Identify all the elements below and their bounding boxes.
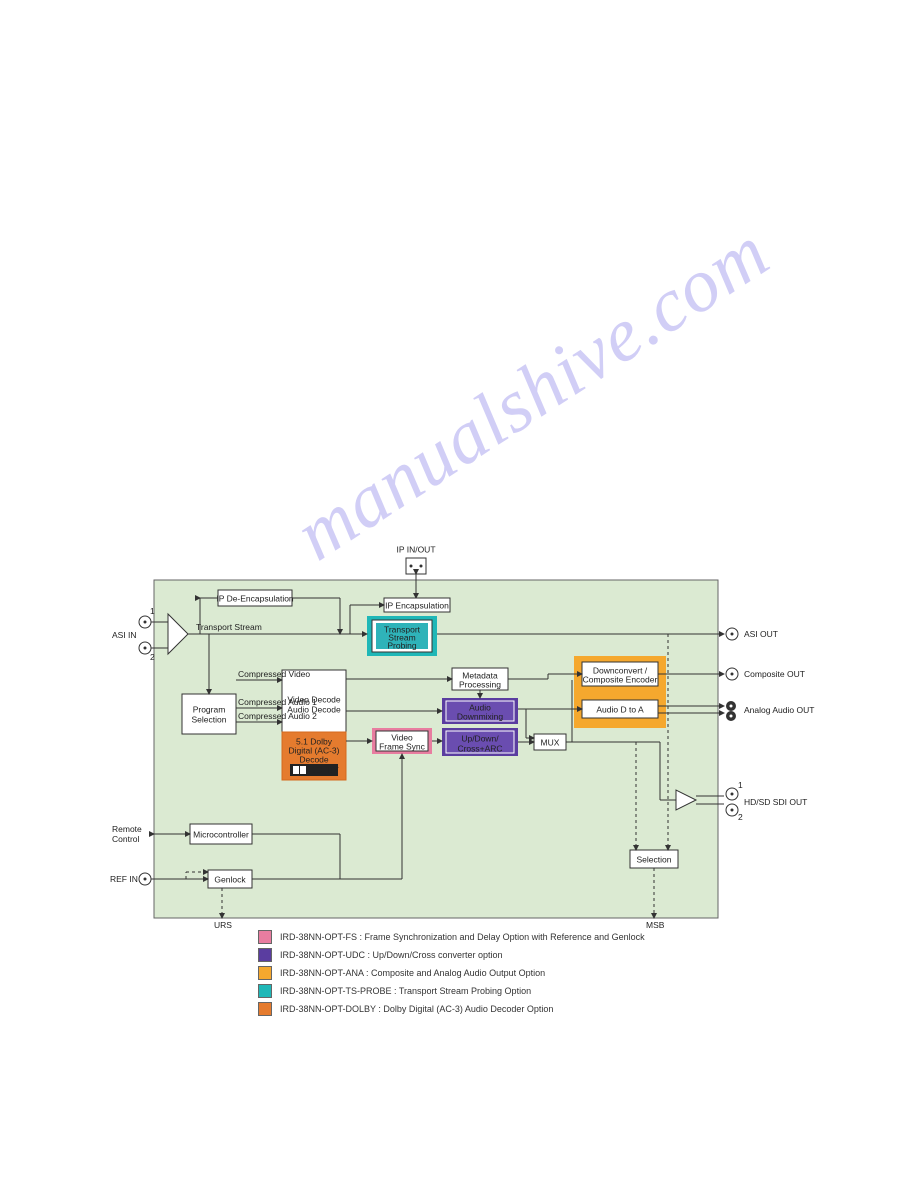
port-dot	[410, 565, 413, 568]
legend-swatch	[258, 966, 272, 980]
legend-item: IRD-38NN-OPT-FS : Frame Synchronization …	[258, 930, 645, 944]
sdi-1-num: 1	[738, 780, 743, 790]
node-meta-l2: Processing	[459, 679, 501, 689]
node-audiodm-l2: Downmixing	[457, 711, 504, 721]
node-udc-l2: Cross+ARC	[457, 743, 502, 753]
legend-swatch	[258, 1002, 272, 1016]
legend: IRD-38NN-OPT-FS : Frame Synchronization …	[258, 930, 645, 1020]
ip-inout-port-icon	[406, 558, 426, 574]
node-micro-label: Microcontroller	[193, 829, 249, 839]
comp-a2-label: Compressed Audio 2	[238, 711, 317, 721]
legend-swatch	[258, 948, 272, 962]
legend-item: IRD-38NN-OPT-TS-PROBE : Transport Stream…	[258, 984, 645, 998]
comp-video-label: Compressed Video	[238, 669, 310, 679]
composite-out-label: Composite OUT	[744, 669, 805, 679]
node-prog-sel-l1: Program	[193, 704, 226, 714]
port-dot	[420, 565, 423, 568]
legend-swatch	[258, 930, 272, 944]
asi-in-label: ASI IN	[112, 630, 137, 640]
legend-label: IRD-38NN-OPT-UDC : Up/Down/Cross convert…	[280, 950, 503, 960]
urs-label: URS	[214, 920, 232, 930]
node-genlock-label: Genlock	[214, 874, 246, 884]
msb-label: MSB	[646, 920, 665, 930]
legend-swatch	[258, 984, 272, 998]
node-ip-enc-label: IP Encapsulation	[385, 600, 449, 610]
sdi-out-label: HD/SD SDI OUT	[744, 797, 807, 807]
node-vfs-l2: Frame Sync	[379, 741, 426, 751]
node-dolby-l3: Decode	[299, 754, 329, 764]
asi-in-2-num: 2	[150, 652, 155, 662]
legend-label: IRD-38NN-OPT-FS : Frame Synchronization …	[280, 932, 645, 942]
legend-item: IRD-38NN-OPT-DOLBY : Dolby Digital (AC-3…	[258, 1002, 645, 1016]
node-udc-l1: Up/Down/	[461, 733, 499, 743]
svg-text:DOLBY: DOLBY	[310, 765, 339, 775]
sdi-2-num: 2	[738, 812, 743, 822]
remote-control-l2: Control	[112, 834, 140, 844]
node-dcenc-l2: Composite Encoder	[583, 674, 658, 684]
legend-label: IRD-38NN-OPT-TS-PROBE : Transport Stream…	[280, 986, 531, 996]
asi-in-1-num: 1	[150, 606, 155, 616]
asi-out-label: ASI OUT	[744, 629, 778, 639]
node-mux-label: MUX	[541, 737, 560, 747]
node-ip-deenc-label: IP De-Encapsulation	[216, 593, 294, 603]
legend-label: IRD-38NN-OPT-DOLBY : Dolby Digital (AC-3…	[280, 1004, 553, 1014]
legend-label: IRD-38NN-OPT-ANA : Composite and Analog …	[280, 968, 545, 978]
ts-label: Transport Stream	[196, 622, 262, 632]
node-prog-sel-l2: Selection	[192, 714, 227, 724]
legend-item: IRD-38NN-OPT-ANA : Composite and Analog …	[258, 966, 645, 980]
remote-control-l1: Remote	[112, 824, 142, 834]
node-tsprobe-l3: Probing	[387, 640, 417, 650]
ip-inout-label: IP IN/OUT	[396, 544, 435, 554]
ref-in-label: REF IN	[110, 874, 138, 884]
comp-a1-label: Compressed Audio 1	[238, 697, 317, 707]
node-selection-label: Selection	[637, 854, 672, 864]
analog-out-label: Analog Audio OUT	[744, 705, 814, 715]
node-adac-label: Audio D to A	[596, 704, 644, 714]
legend-item: IRD-38NN-OPT-UDC : Up/Down/Cross convert…	[258, 948, 645, 962]
